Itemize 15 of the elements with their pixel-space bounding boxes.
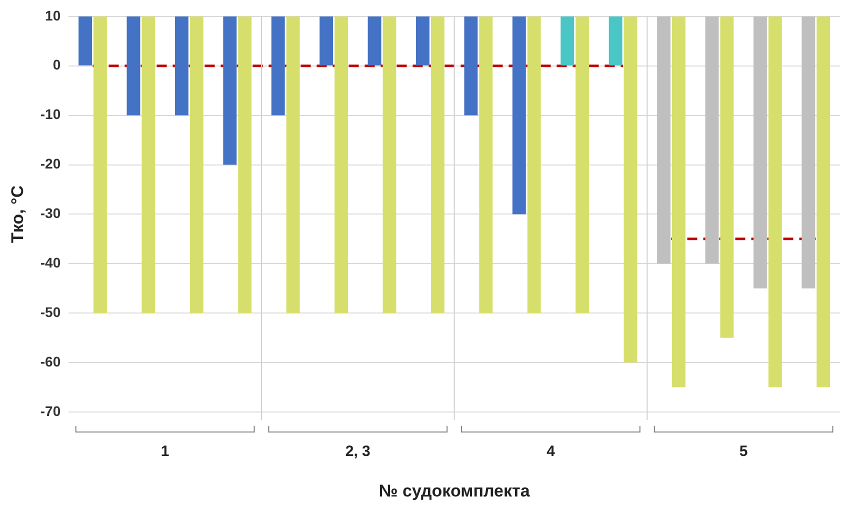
y-tick-label: -50 xyxy=(40,304,61,320)
y-axis-title: Tко, °C xyxy=(8,185,27,243)
y-tick-label: -20 xyxy=(40,156,61,172)
text: 2, 3 xyxy=(345,443,370,460)
y-tick-label: -10 xyxy=(40,106,61,122)
y-tick-label: -40 xyxy=(40,254,61,271)
y-tick-label: -30 xyxy=(40,205,61,222)
y-tick-label: 10 xyxy=(45,7,61,24)
text: 5 xyxy=(739,443,748,460)
y-tick-label: 0 xyxy=(52,56,61,73)
text: 1 xyxy=(160,443,170,460)
y-tick-label: -60 xyxy=(40,353,61,370)
text: 4 xyxy=(546,443,556,460)
x-axis-title: № судокомплекта xyxy=(378,482,530,501)
y-tick-label: -70 xyxy=(40,402,61,419)
